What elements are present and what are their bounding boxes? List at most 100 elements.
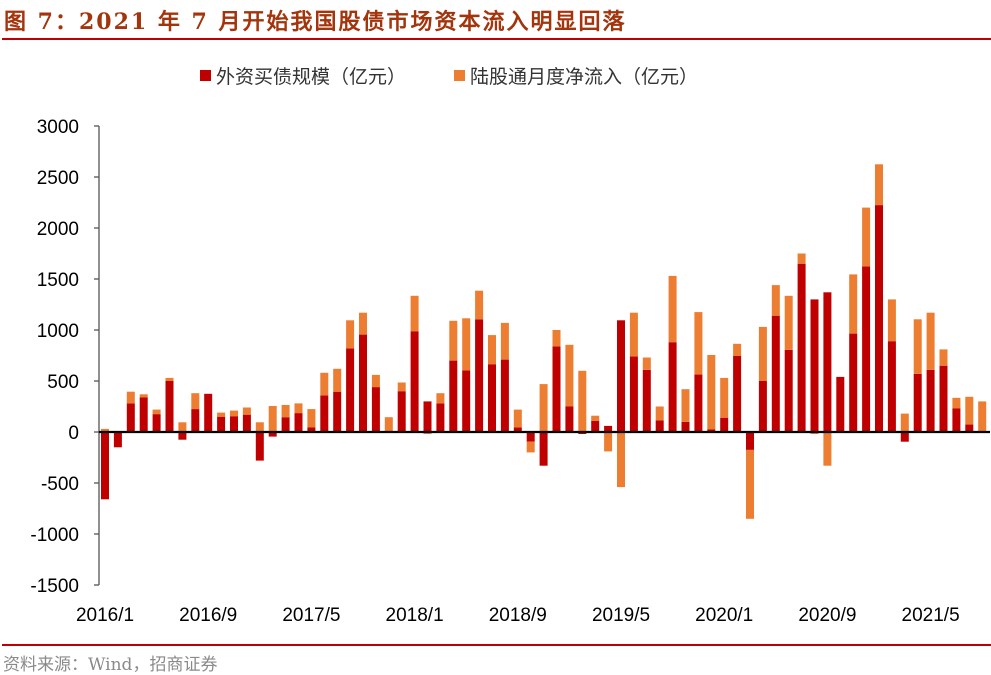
- bar-stock-connect: [371, 374, 380, 388]
- bar-bond: [733, 356, 742, 432]
- bar-bond: [217, 416, 226, 432]
- bar-bond: [810, 299, 819, 432]
- bar-bond: [294, 413, 303, 432]
- bar-bond: [178, 432, 187, 440]
- bar-bond: [281, 417, 290, 432]
- bar-stock-connect: [552, 330, 561, 347]
- y-tick-label: 3000: [37, 117, 79, 138]
- bar-bond: [346, 348, 355, 432]
- bar-bond: [681, 421, 690, 432]
- bar-stock-connect: [655, 406, 664, 421]
- bar-bond: [320, 395, 329, 432]
- bar-bond: [784, 349, 793, 432]
- figure-title: 图 7：2021 年 7 月开始我国股债市场资本流入明显回落: [4, 9, 627, 35]
- bar-stock-connect: [126, 391, 135, 404]
- bar-stock-connect: [333, 368, 342, 392]
- bar-chart: 3000 2500 2000 1500 1000 500 0 -500 -1000 -1500 20…: [30, 117, 990, 626]
- bar-stock-connect: [784, 295, 793, 350]
- bar-bond: [139, 397, 148, 432]
- bar-bond: [668, 342, 677, 432]
- bar-bond: [849, 333, 858, 432]
- legend-item-stock-connect: 陆股通月度净流入（亿元）: [454, 62, 698, 89]
- axes-group: 3000 2500 2000 1500 1000 500 0 -500 -1000 -1500 20…: [30, 117, 990, 626]
- bars-group: [101, 164, 987, 519]
- bar-stock-connect: [101, 428, 109, 432]
- bar-stock-connect: [642, 357, 651, 370]
- bar-bond: [165, 381, 174, 432]
- bar-stock-connect: [733, 343, 742, 356]
- bar-stock-connect: [294, 403, 303, 414]
- bar-bond: [913, 373, 922, 432]
- bar-stock-connect: [449, 320, 458, 361]
- x-tick-label: 2016/9: [179, 605, 237, 626]
- legend-swatch-stock-connect: [454, 70, 466, 81]
- bar-stock-connect: [900, 413, 909, 432]
- bar-stock-connect: [617, 432, 625, 488]
- bar-stock-connect: [513, 409, 522, 428]
- bar-bond: [268, 432, 277, 437]
- bar-bond: [836, 376, 845, 432]
- bar-stock-connect: [462, 318, 471, 371]
- bar-stock-connect: [862, 207, 871, 267]
- x-tick-label: 2018/9: [489, 605, 547, 626]
- bar-bond: [513, 427, 522, 432]
- bar-stock-connect: [436, 393, 445, 404]
- bar-bond: [191, 409, 200, 432]
- bar-bond: [113, 432, 122, 448]
- bar-stock-connect: [823, 432, 832, 466]
- bar-bond: [823, 292, 832, 432]
- x-tick-label: 2021/5: [902, 605, 960, 626]
- y-tick-label: -1000: [30, 525, 79, 546]
- bar-stock-connect: [268, 406, 277, 432]
- bar-bond: [552, 346, 561, 432]
- bar-stock-connect: [849, 274, 858, 334]
- x-tick-label: 2020/9: [798, 605, 856, 626]
- bar-stock-connect: [191, 393, 200, 409]
- legend-swatch-bond: [200, 70, 211, 81]
- bar-bond: [862, 266, 871, 433]
- bar-stock-connect: [475, 290, 484, 320]
- bar-bond: [900, 432, 909, 442]
- bar-stock-connect: [746, 449, 754, 519]
- bar-bond: [488, 364, 496, 432]
- y-tick-label: 2000: [37, 219, 79, 240]
- bar-stock-connect: [771, 285, 780, 316]
- legend-item-bond: 外资买债规模（亿元）: [200, 62, 406, 89]
- y-tick-label: 0: [68, 423, 79, 444]
- bar-bond: [230, 416, 238, 432]
- bar-bond: [371, 387, 380, 432]
- bar-stock-connect: [320, 372, 329, 396]
- bar-bond: [629, 356, 638, 432]
- bar-stock-connect: [359, 312, 367, 335]
- bar-bond: [526, 432, 535, 442]
- bar-bond: [746, 432, 754, 450]
- bar-bond: [333, 391, 342, 432]
- bar-stock-connect: [397, 382, 406, 392]
- bar-stock-connect: [591, 415, 600, 421]
- bar-bond: [423, 401, 432, 432]
- bar-bond: [500, 359, 509, 432]
- bar-bond: [565, 406, 574, 432]
- source-rule: [2, 644, 991, 646]
- bar-bond: [875, 205, 883, 432]
- bar-stock-connect: [346, 320, 355, 349]
- bar-bond: [887, 341, 896, 432]
- bar-stock-connect: [926, 312, 935, 370]
- bar-stock-connect: [952, 397, 961, 409]
- legend-label-stock-connect: 陆股通月度净流入（亿元）: [470, 66, 699, 88]
- x-tick-label: 2020/1: [695, 605, 753, 626]
- bar-stock-connect: [758, 326, 767, 381]
- y-tick-label: -500: [41, 474, 79, 495]
- bar-stock-connect: [629, 312, 638, 357]
- bar-stock-connect: [152, 409, 161, 415]
- y-tick-label: 500: [47, 372, 79, 393]
- x-tick-label: 2016/1: [76, 605, 134, 626]
- bar-stock-connect: [668, 275, 677, 343]
- bar-stock-connect: [565, 344, 574, 407]
- legend-label-bond: 外资买债规模（亿元）: [216, 66, 407, 88]
- y-tick-label: 1000: [37, 321, 79, 342]
- bar-stock-connect: [694, 312, 703, 375]
- bar-stock-connect: [230, 410, 238, 417]
- bar-bond: [449, 360, 458, 432]
- bar-bond: [591, 420, 600, 432]
